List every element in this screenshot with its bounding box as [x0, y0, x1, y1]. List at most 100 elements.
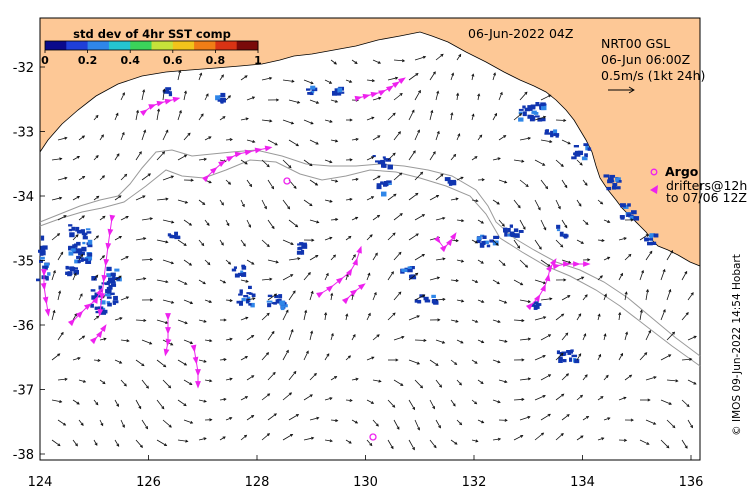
- current-arrow: [331, 180, 338, 182]
- sst-cell: [220, 93, 225, 98]
- shelf-contour-outer: [40, 150, 700, 356]
- drifter-track: [98, 215, 114, 315]
- current-arrow: [430, 360, 438, 365]
- current-arrow: [646, 331, 651, 340]
- colorbar-swatch: [66, 41, 88, 50]
- colorbar-swatch: [215, 41, 237, 50]
- current-arrow: [367, 400, 373, 404]
- current-arrow: [556, 314, 564, 320]
- current-arrow: [178, 200, 187, 203]
- current-arrow: [79, 420, 83, 425]
- current-arrow: [409, 234, 418, 240]
- current-arrow: [268, 220, 274, 229]
- current-arrow: [268, 414, 276, 420]
- current-arrow: [472, 240, 477, 243]
- current-arrow: [184, 133, 190, 140]
- current-arrow: [262, 434, 269, 440]
- current-arrow: [115, 236, 121, 240]
- current-arrow: [478, 380, 483, 384]
- current-arrow: [79, 294, 82, 300]
- current-arrow: [346, 314, 348, 320]
- sst-cell: [564, 234, 568, 239]
- current-arrow: [324, 313, 326, 320]
- current-arrow: [409, 360, 419, 364]
- sst-cell: [105, 294, 110, 297]
- current-arrow: [514, 160, 524, 162]
- current-arrow: [247, 260, 254, 264]
- current-arrow: [94, 316, 99, 320]
- current-arrow: [436, 380, 442, 387]
- current-arrow: [289, 258, 300, 261]
- current-arrow: [94, 440, 97, 445]
- current-arrow: [436, 91, 439, 100]
- sst-cell: [557, 229, 560, 231]
- current-arrow: [583, 416, 589, 420]
- current-arrow: [388, 113, 395, 120]
- current-arrow: [619, 354, 623, 360]
- colorbar-swatch: [45, 41, 67, 50]
- sst-cell: [514, 233, 519, 238]
- sst-cell: [38, 250, 42, 253]
- current-arrow: [94, 156, 98, 160]
- current-arrow: [226, 96, 230, 100]
- sst-cell: [482, 236, 486, 239]
- sst-cell: [86, 231, 91, 233]
- sst-cell: [375, 160, 378, 162]
- current-arrow: [58, 333, 63, 341]
- sst-cell: [557, 350, 560, 354]
- current-arrow: [472, 320, 478, 322]
- drifter-track: [91, 325, 106, 343]
- lon-tick-label: 128: [245, 475, 270, 490]
- drifter-position: [101, 325, 106, 331]
- current-arrow: [205, 340, 212, 342]
- current-arrow: [430, 152, 435, 160]
- current-arrow: [163, 420, 171, 427]
- sst-cell: [242, 266, 247, 270]
- current-arrow: [451, 320, 458, 322]
- sst-cell: [82, 242, 85, 244]
- current-arrow: [604, 334, 606, 340]
- sst-cell: [493, 236, 499, 239]
- current-arrow: [646, 377, 656, 381]
- sst-cell: [514, 228, 518, 232]
- current-arrow: [304, 120, 313, 124]
- current-arrow: [625, 219, 633, 221]
- current-arrow: [394, 420, 399, 429]
- drifter-track: [343, 284, 365, 303]
- sst-cell: [574, 152, 580, 156]
- current-arrow: [493, 114, 497, 120]
- lat-tick-label: -34: [13, 190, 34, 205]
- current-arrow: [493, 438, 500, 440]
- current-arrow: [163, 130, 168, 140]
- drifter-position: [196, 382, 200, 388]
- current-arrow: [325, 274, 328, 281]
- current-arrow: [220, 319, 226, 321]
- current-arrow: [430, 195, 439, 200]
- current-arrow: [457, 260, 463, 262]
- current-arrow: [583, 295, 587, 300]
- current-arrow: [262, 278, 272, 280]
- current-arrow: [241, 76, 247, 80]
- sst-cell: [75, 227, 79, 232]
- current-arrow: [409, 193, 418, 200]
- sst-cell: [527, 115, 532, 119]
- current-arrow: [310, 140, 318, 144]
- current-arrow: [136, 152, 141, 160]
- current-arrow: [598, 200, 603, 204]
- sst-cell: [425, 300, 430, 303]
- current-arrow: [373, 253, 377, 260]
- sst-cell: [105, 282, 110, 285]
- current-arrow: [535, 395, 545, 400]
- sst-cell: [527, 105, 532, 109]
- current-arrow: [373, 420, 378, 426]
- current-arrow: [346, 80, 352, 83]
- current-arrow: [520, 378, 530, 380]
- sst-cell: [647, 242, 653, 245]
- sst-cell: [510, 225, 513, 228]
- current-arrow: [625, 419, 633, 421]
- current-arrow: [451, 198, 458, 200]
- current-arrow: [478, 260, 483, 263]
- colorbar-title: std dev of 4hr SST comp: [73, 27, 231, 41]
- sst-cell: [66, 266, 69, 269]
- current-arrow: [583, 259, 590, 261]
